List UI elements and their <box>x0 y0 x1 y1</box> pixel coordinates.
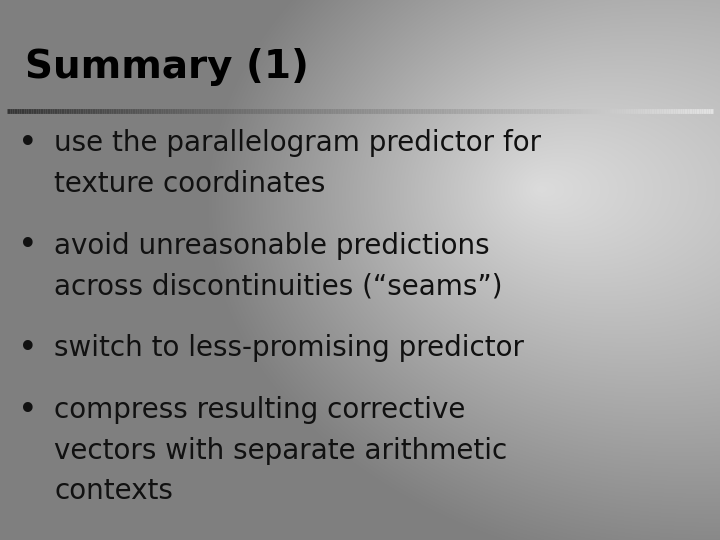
Text: •: • <box>18 126 37 160</box>
Text: avoid unreasonable predictions: avoid unreasonable predictions <box>54 232 490 260</box>
Text: use the parallelogram predictor for: use the parallelogram predictor for <box>54 129 541 157</box>
Text: contexts: contexts <box>54 477 173 505</box>
Text: compress resulting corrective: compress resulting corrective <box>54 396 465 424</box>
Text: switch to less-promising predictor: switch to less-promising predictor <box>54 334 524 362</box>
Text: vectors with separate arithmetic: vectors with separate arithmetic <box>54 437 508 465</box>
Text: •: • <box>18 229 37 262</box>
Text: texture coordinates: texture coordinates <box>54 170 325 198</box>
Text: •: • <box>18 332 37 365</box>
Text: •: • <box>18 394 37 427</box>
Text: across discontinuities (“seams”): across discontinuities (“seams”) <box>54 272 503 300</box>
Text: Summary (1): Summary (1) <box>25 49 309 86</box>
